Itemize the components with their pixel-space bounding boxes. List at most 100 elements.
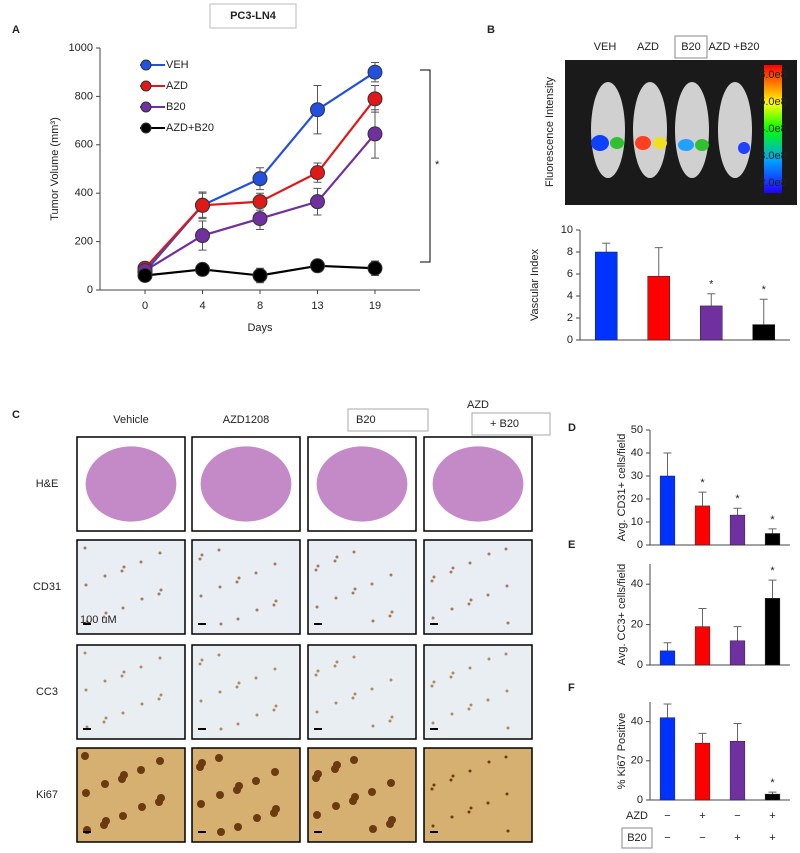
error-bar bbox=[733, 626, 742, 641]
y-tick-label: 0 bbox=[637, 539, 643, 551]
stain-spot bbox=[157, 697, 161, 701]
colorbar-tick: 2.0e8 bbox=[759, 177, 787, 189]
stain-spot bbox=[158, 656, 162, 660]
stain-spot bbox=[198, 662, 202, 666]
y-axis-label: % Ki67 Positive bbox=[616, 713, 628, 789]
stain-spot bbox=[430, 579, 434, 583]
y-tick-label: 10 bbox=[631, 516, 643, 528]
row-label: H&E bbox=[36, 478, 59, 490]
stain-spot bbox=[449, 675, 453, 679]
stain-spot bbox=[432, 680, 436, 684]
stain-spot bbox=[140, 702, 144, 706]
stain-spot bbox=[469, 703, 473, 707]
y-tick-label: 6 bbox=[567, 268, 573, 280]
stain-spot bbox=[253, 814, 261, 822]
significance-star: * bbox=[770, 565, 775, 577]
row-label: Ki67 bbox=[36, 789, 58, 801]
y-tick-label: 20 bbox=[631, 493, 643, 505]
significance-star: * bbox=[735, 493, 740, 505]
data-point bbox=[367, 64, 383, 80]
y-tick-label: 800 bbox=[75, 90, 93, 102]
data-point bbox=[252, 267, 268, 283]
stain-spot bbox=[487, 552, 491, 556]
stain-spot bbox=[139, 560, 143, 564]
treatment-sign: − bbox=[734, 810, 740, 822]
y-tick-label: 30 bbox=[631, 470, 643, 482]
error-bar bbox=[768, 528, 777, 534]
stain-spot bbox=[430, 684, 434, 688]
category-label: VEH bbox=[594, 41, 617, 53]
category-label: B20 bbox=[681, 41, 701, 53]
stain-spot bbox=[255, 608, 259, 612]
treatment-sign: − bbox=[699, 832, 705, 844]
stain-spot bbox=[316, 564, 320, 568]
stain-spot bbox=[313, 811, 321, 819]
fluorescence-spots bbox=[591, 135, 750, 154]
stain-spot bbox=[486, 801, 490, 805]
stain-spot bbox=[333, 559, 337, 563]
bar bbox=[729, 740, 746, 801]
tissue-section bbox=[200, 446, 292, 522]
stain-spot bbox=[351, 793, 359, 801]
stain-spot bbox=[467, 810, 471, 814]
category-label: AZD +B20 bbox=[708, 41, 759, 53]
stain-spot bbox=[254, 676, 258, 680]
stain-spot bbox=[451, 566, 455, 570]
stain-spot bbox=[137, 766, 145, 774]
micrograph bbox=[191, 747, 301, 843]
stain-spot bbox=[449, 570, 453, 574]
annotation: * bbox=[435, 159, 440, 171]
error-bar bbox=[768, 791, 777, 795]
y-tick-label: 10 bbox=[561, 224, 573, 236]
legend-label: B20 bbox=[166, 101, 186, 113]
stain-spot bbox=[83, 651, 87, 655]
data-point bbox=[310, 194, 325, 210]
imaging-label: Fluorescence Intensity bbox=[544, 76, 556, 187]
stain-spot bbox=[198, 557, 202, 561]
stain-spot bbox=[216, 791, 224, 799]
x-tick-label: 13 bbox=[311, 300, 323, 312]
stain-spot bbox=[505, 584, 509, 588]
colorbar-tick: 6.0e8 bbox=[759, 69, 787, 81]
stain-spot bbox=[352, 550, 356, 554]
stain-spot bbox=[506, 726, 510, 730]
bar bbox=[729, 640, 746, 666]
chart-title: PC3-LN4 bbox=[230, 10, 277, 22]
stain-spot bbox=[200, 553, 204, 557]
stain-spot bbox=[104, 716, 108, 720]
error-bar bbox=[768, 579, 777, 599]
stain-spot bbox=[219, 727, 223, 731]
stain-spot bbox=[121, 606, 125, 610]
bar bbox=[647, 275, 671, 341]
stain-spot bbox=[314, 770, 322, 778]
data-point bbox=[367, 260, 383, 276]
data-point bbox=[195, 228, 210, 244]
data-point bbox=[367, 91, 383, 107]
stain-spot bbox=[469, 598, 473, 602]
legend-marker bbox=[140, 122, 152, 134]
data-point bbox=[310, 102, 325, 118]
micrograph bbox=[76, 539, 186, 635]
stain-spot bbox=[390, 610, 394, 614]
x-tick-label: 4 bbox=[199, 300, 205, 312]
stain-spot bbox=[85, 620, 89, 624]
stain-spot bbox=[315, 605, 319, 609]
bar bbox=[659, 650, 676, 666]
stain-spot bbox=[314, 568, 318, 572]
stain-spot bbox=[235, 580, 239, 584]
row-label: CD31 bbox=[33, 581, 61, 593]
y-axis-label: Vascular Index bbox=[529, 249, 541, 321]
stain-spot bbox=[371, 724, 375, 728]
micrograph bbox=[307, 644, 417, 740]
panel-label: E bbox=[568, 539, 575, 551]
error-bar bbox=[733, 723, 742, 742]
stain-spot bbox=[387, 779, 395, 787]
error-bar bbox=[654, 247, 663, 277]
stain-spot bbox=[468, 561, 472, 565]
row-label: CC3 bbox=[36, 686, 58, 698]
stain-spot bbox=[199, 594, 203, 598]
legend-marker bbox=[140, 80, 152, 92]
stain-spot bbox=[102, 817, 110, 825]
stain-spot bbox=[198, 759, 206, 767]
stain-spot bbox=[254, 571, 258, 575]
